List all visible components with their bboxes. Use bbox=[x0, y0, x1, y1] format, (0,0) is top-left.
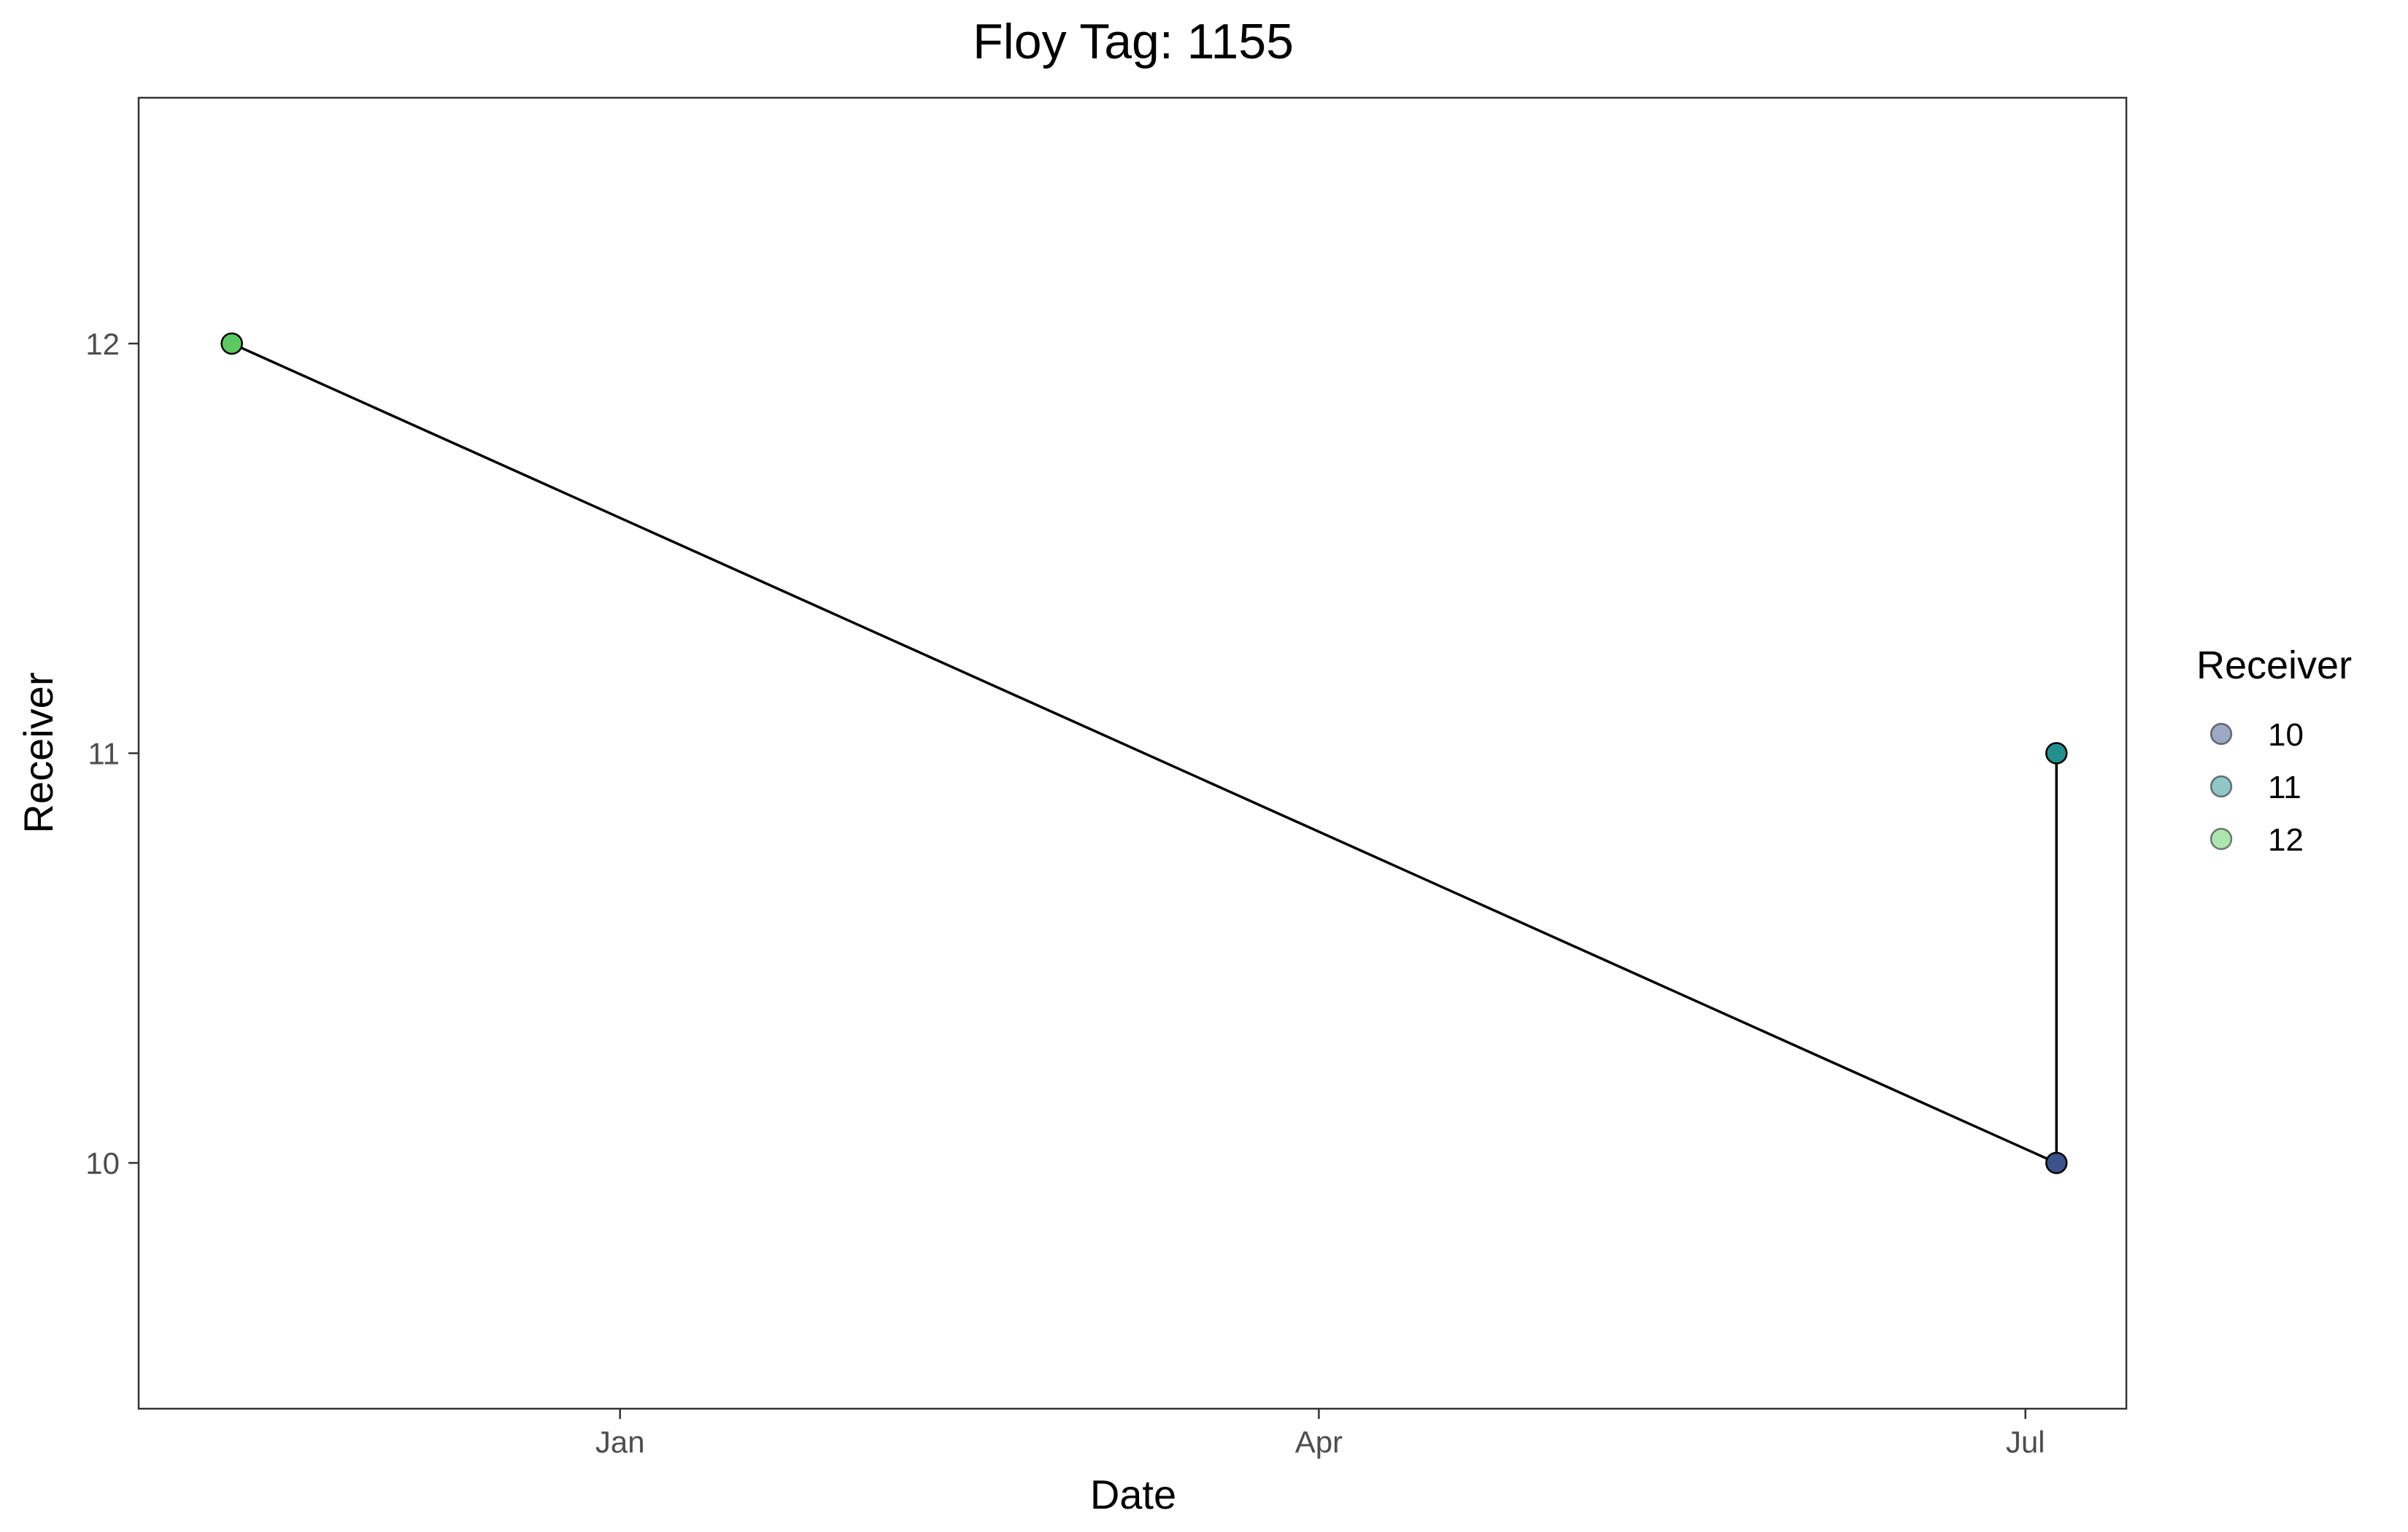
legend-label-11: 11 bbox=[2268, 770, 2301, 805]
legend-title: Receiver bbox=[2196, 643, 2352, 687]
x-axis: Jan Apr Jul bbox=[595, 1409, 2045, 1459]
y-tick-label: 12 bbox=[85, 327, 120, 361]
x-axis-title: Date bbox=[1090, 1471, 1176, 1517]
y-tick-label: 11 bbox=[88, 737, 120, 771]
legend-key-10 bbox=[2210, 722, 2233, 746]
x-tick-label: Jul bbox=[2006, 1425, 2045, 1459]
legend-key-11 bbox=[2210, 775, 2233, 798]
legend-key-12 bbox=[2210, 827, 2233, 851]
legend: Receiver 10 11 12 bbox=[2196, 643, 2352, 858]
y-tick-label: 10 bbox=[85, 1146, 120, 1180]
data-point-receiver-12 bbox=[220, 332, 243, 355]
data-point-receiver-10 bbox=[2045, 1151, 2068, 1175]
y-axis-title: Receiver bbox=[15, 673, 61, 834]
data-point-receiver-11 bbox=[2045, 742, 2068, 765]
legend-label-10: 10 bbox=[2268, 717, 2304, 753]
x-tick-label: Jan bbox=[595, 1425, 645, 1459]
plot-area bbox=[220, 332, 2068, 1175]
legend-label-12: 12 bbox=[2268, 822, 2304, 858]
y-axis: 10 11 12 bbox=[85, 327, 139, 1180]
chart-title: Floy Tag: 1155 bbox=[973, 14, 1294, 69]
x-tick-label: Apr bbox=[1295, 1425, 1343, 1459]
